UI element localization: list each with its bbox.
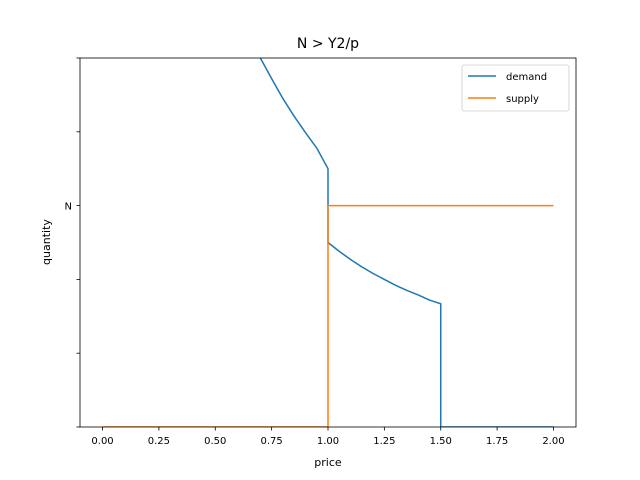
x-tick-label: 1.75 xyxy=(486,436,508,447)
x-axis-label: price xyxy=(314,456,342,469)
legend-label-supply: supply xyxy=(506,94,539,105)
y-tick-label: N xyxy=(65,202,72,213)
legend: demand supply xyxy=(461,64,570,112)
series-line-supply xyxy=(102,204,554,427)
series-line-demand xyxy=(259,58,554,427)
x-tick-label: 0.00 xyxy=(91,436,113,447)
axes: 0.00 0.25 0.50 0.75 1.00 1.25 1.50 1.75 2.00 N xyxy=(65,57,577,447)
x-tick-label: 0.75 xyxy=(261,436,283,447)
y-axis-label: quantity xyxy=(40,219,53,265)
legend-label-demand: demand xyxy=(506,72,547,83)
x-tick-label: 1.00 xyxy=(317,436,339,447)
x-tick-label: 0.25 xyxy=(148,436,170,447)
plot-area xyxy=(102,58,554,427)
x-tick-label: 1.25 xyxy=(373,436,395,447)
x-tick-label: 0.50 xyxy=(204,436,226,447)
x-tick-label: 1.50 xyxy=(430,436,452,447)
x-tick-label: 2.00 xyxy=(542,436,564,447)
chart-title: N > Y2/p xyxy=(297,36,359,52)
